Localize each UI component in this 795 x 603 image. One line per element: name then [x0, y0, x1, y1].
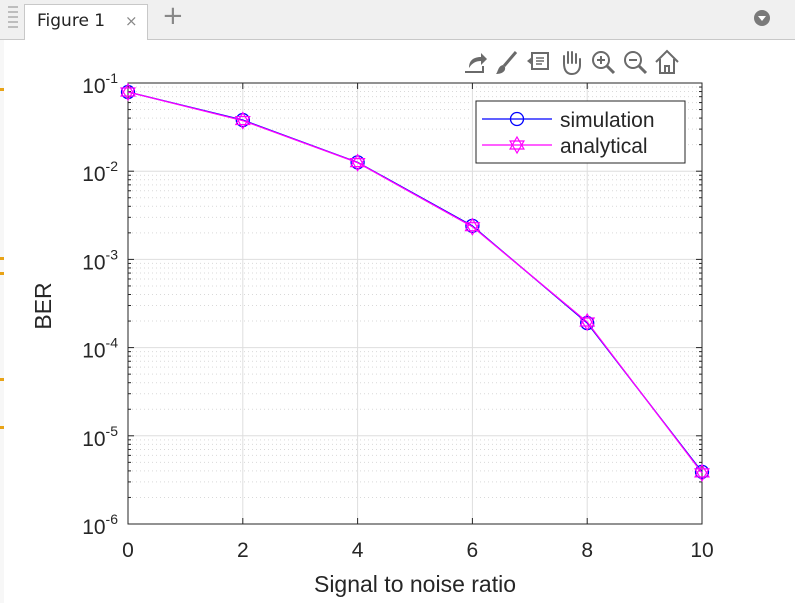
- hexagram-triangle: [694, 468, 710, 483]
- y-axis-label: BER: [30, 282, 56, 329]
- data-point-simulation: [120, 84, 136, 100]
- close-icon[interactable]: ×: [125, 12, 138, 30]
- edge-marker: [0, 272, 4, 275]
- menu-icon[interactable]: [754, 10, 770, 26]
- hexagram-triangle: [579, 317, 596, 332]
- x-tick-label: 10: [690, 539, 713, 562]
- legend-label-simulation: simulation: [560, 109, 655, 132]
- home-icon[interactable]: [652, 46, 682, 78]
- legend-marker-analytical: [509, 135, 525, 155]
- datatip-icon[interactable]: [524, 46, 554, 78]
- hexagram-triangle: [349, 153, 366, 168]
- edge-marker: [0, 88, 4, 91]
- legend: simulation analytical: [475, 100, 686, 164]
- legend-label-analytical: analytical: [560, 135, 648, 158]
- data-point-analytical: [464, 217, 481, 236]
- x-tick-label: 8: [581, 539, 593, 562]
- left-panel-edge: [0, 40, 4, 603]
- hexagram-triangle: [579, 312, 596, 327]
- add-tab-icon[interactable]: +: [162, 1, 184, 31]
- export-icon[interactable]: [460, 46, 490, 78]
- y-tick-label: 10-1: [82, 70, 118, 98]
- y-tick-label: 10-5: [82, 423, 118, 451]
- x-tick-label: 4: [352, 539, 364, 562]
- pan-icon[interactable]: [556, 46, 586, 78]
- x-tick-label: 2: [237, 539, 249, 562]
- y-tick-label: 10-4: [82, 335, 118, 363]
- data-point-analytical: [120, 82, 136, 102]
- y-tick-label: 10-2: [82, 158, 118, 186]
- data-point-analytical: [234, 111, 251, 130]
- hexagram-triangle: [349, 158, 366, 172]
- hexagram-triangle: [509, 140, 525, 155]
- hexagram-triangle: [234, 111, 251, 126]
- zoom-out-icon[interactable]: [620, 46, 650, 78]
- series-layer: [120, 82, 710, 483]
- x-tick-label: 0: [122, 539, 134, 562]
- edge-marker: [0, 378, 4, 381]
- hexagram-triangle: [464, 222, 481, 236]
- axes-box: [127, 82, 703, 525]
- brush-icon[interactable]: [492, 46, 522, 78]
- edge-marker: [0, 426, 4, 429]
- grip-icon[interactable]: [8, 6, 18, 30]
- y-tick-label: 10-3: [82, 246, 118, 274]
- x-tick-label: 6: [467, 539, 479, 562]
- series-line-analytical: [127, 91, 703, 474]
- axes: 0 2 4 6 8 10 10-1 10-2 10-3 10-4 10-5 10-6: [82, 70, 713, 562]
- y-tick-label: 10-6: [82, 511, 118, 539]
- x-axis-label: Signal to noise ratio: [314, 571, 516, 597]
- hexagram-triangle: [694, 463, 710, 478]
- data-point-analytical: [579, 312, 596, 332]
- hexagram-triangle: [120, 82, 136, 97]
- hexagram-triangle: [509, 135, 525, 150]
- tab-figure-1[interactable]: Figure 1 ×: [24, 4, 148, 40]
- data-point-analytical: [349, 153, 366, 172]
- hexagram-triangle: [120, 87, 136, 102]
- hexagram-triangle: [234, 115, 251, 130]
- legend-box: [475, 100, 686, 164]
- data-point-analytical: [694, 463, 710, 483]
- edge-marker: [0, 257, 4, 260]
- figure-tab-bar: Figure 1 × +: [0, 0, 795, 40]
- legend-marker-simulation: [509, 111, 525, 127]
- hexagram-triangle: [464, 217, 481, 232]
- zoom-in-icon[interactable]: [588, 46, 618, 78]
- tab-label: Figure 1: [37, 11, 106, 31]
